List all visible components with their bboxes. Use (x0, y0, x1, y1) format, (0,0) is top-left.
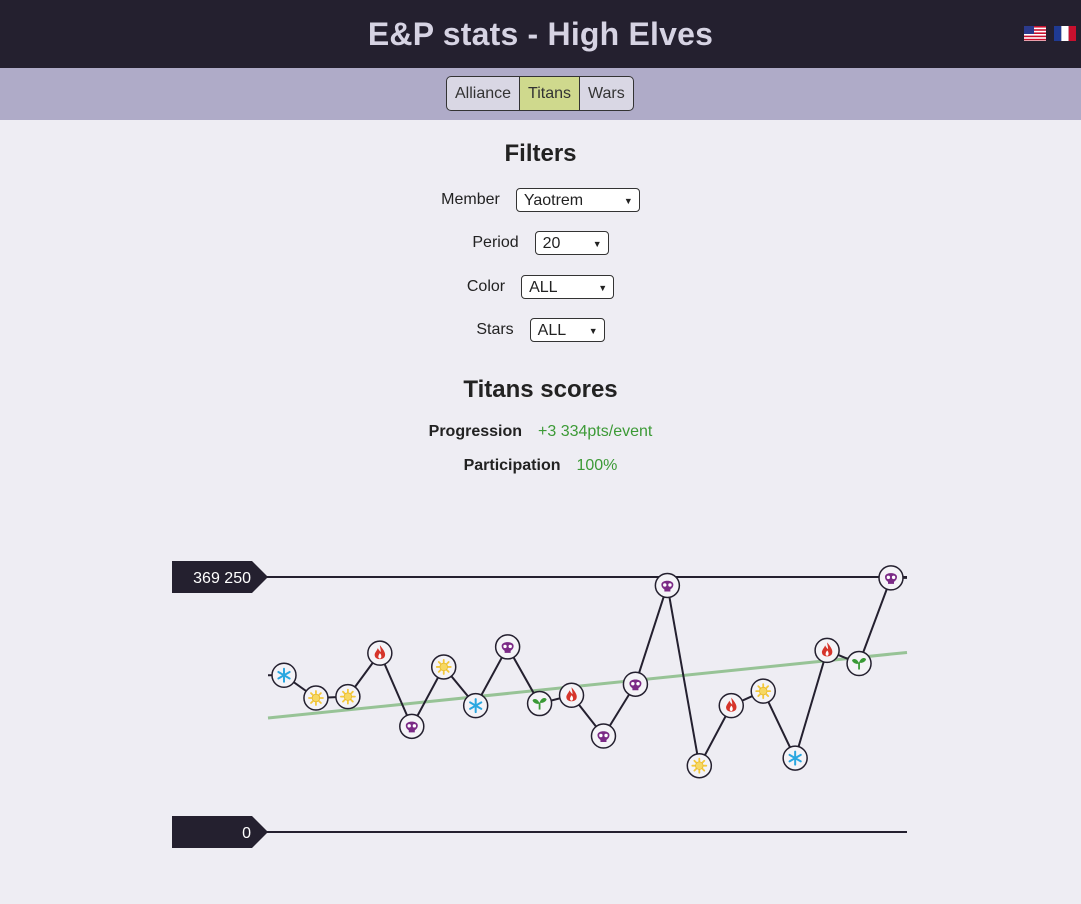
chevron-down-icon: ▼ (623, 196, 633, 206)
page-title: E&P stats - High Elves (367, 16, 714, 52)
progression-value: +3 334pts/event (538, 423, 653, 440)
fire-titan-icon[interactable] (367, 640, 393, 666)
tab-wars[interactable]: Wars (588, 85, 625, 102)
progression-label: Progression (428, 423, 523, 440)
min-value-label: 0 (242, 825, 251, 842)
color-select[interactable]: ALL ▼ (521, 275, 615, 299)
participation-value: 100% (576, 457, 618, 474)
stars-value: ALL (537, 322, 567, 339)
member-value: Yaotrem (523, 192, 584, 209)
ice-titan-icon[interactable] (782, 745, 808, 771)
holy-titan-icon[interactable] (430, 654, 457, 680)
scores-title: Titans scores (463, 376, 618, 403)
color-value: ALL (529, 279, 558, 296)
participation-row: Participation 100% (0, 457, 1081, 475)
dark-titan-icon[interactable] (494, 634, 521, 660)
tab-group: Alliance Titans Wars (446, 76, 634, 111)
filters-title: Filters (504, 140, 577, 167)
max-value-tag (172, 561, 268, 593)
nav-bar: Alliance Titans Wars (0, 68, 1081, 120)
chevron-down-icon: ▼ (598, 283, 608, 293)
stars-filter: Stars ALL ▼ (0, 317, 1081, 343)
period-filter: Period 20 ▼ (0, 230, 1081, 256)
trend-line (267, 650, 908, 720)
stars-select[interactable]: ALL ▼ (529, 318, 605, 342)
holy-titan-icon[interactable] (335, 683, 361, 710)
fire-titan-icon[interactable] (718, 692, 745, 719)
app-header: E&P stats - High Elves (0, 0, 1081, 68)
holy-titan-icon[interactable] (750, 678, 776, 704)
dark-titan-icon[interactable] (399, 713, 425, 740)
language-switcher (1024, 26, 1076, 41)
color-label: Color (466, 278, 506, 295)
fire-titan-icon[interactable] (558, 682, 585, 709)
max-value-label: 369 250 (193, 570, 251, 587)
chevron-down-icon: ▼ (588, 326, 598, 336)
member-select[interactable]: Yaotrem ▼ (515, 188, 640, 212)
color-filter: Color ALL ▼ (0, 274, 1081, 300)
tab-titans[interactable]: Titans (520, 77, 581, 110)
fire-titan-icon[interactable] (814, 637, 840, 664)
period-value: 20 (542, 235, 561, 252)
member-label: Member (441, 191, 500, 208)
dark-titan-icon[interactable] (590, 723, 617, 749)
period-label: Period (472, 234, 519, 251)
us-flag-icon[interactable] (1024, 26, 1046, 41)
member-filter: Member Yaotrem ▼ (0, 187, 1081, 213)
min-value-tag (172, 816, 268, 848)
tab-alliance[interactable]: Alliance (447, 77, 521, 110)
participation-label: Participation (463, 457, 561, 474)
dark-titan-icon[interactable] (622, 671, 649, 697)
series-line (268, 576, 907, 769)
holy-titan-icon[interactable] (303, 685, 329, 711)
dark-titan-icon[interactable] (878, 565, 904, 591)
nature-titan-icon[interactable] (846, 650, 872, 677)
dark-titan-icon[interactable] (654, 572, 681, 599)
holy-titan-icon[interactable] (686, 752, 713, 779)
fr-flag-icon[interactable] (1054, 26, 1076, 41)
chevron-down-icon: ▼ (592, 239, 602, 249)
ice-titan-icon[interactable] (462, 692, 489, 719)
nature-titan-icon[interactable] (526, 690, 553, 717)
stars-label: Stars (476, 321, 514, 338)
period-select[interactable]: 20 ▼ (534, 231, 609, 255)
progression-row: Progression +3 334pts/event (0, 423, 1081, 441)
ice-titan-icon[interactable] (271, 662, 297, 688)
